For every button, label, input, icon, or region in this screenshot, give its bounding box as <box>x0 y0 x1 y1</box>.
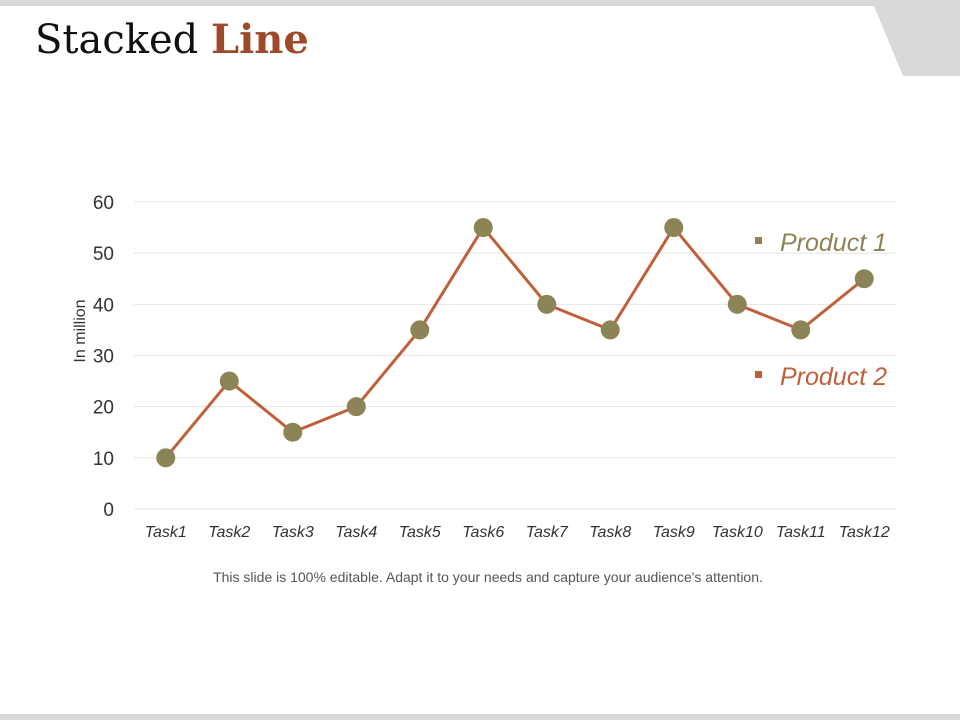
legend-label: Product 2 <box>780 363 887 391</box>
data-point <box>219 371 239 391</box>
x-tick-label: Task11 <box>776 524 826 541</box>
data-point <box>664 218 684 238</box>
data-point <box>156 448 176 468</box>
y-tick-label: 10 <box>93 449 114 470</box>
y-tick-label: 20 <box>93 398 114 419</box>
x-tick-label: Task3 <box>272 524 314 541</box>
slide-caption: This slide is 100% editable. Adapt it to… <box>213 569 763 585</box>
y-tick-label: 40 <box>93 295 114 316</box>
series-line <box>164 226 866 459</box>
y-tick-label: 0 <box>103 500 114 521</box>
data-point <box>600 320 620 340</box>
x-tick-label: Task7 <box>526 524 569 541</box>
x-tick-label: Task6 <box>462 524 504 541</box>
y-tick-label: 30 <box>93 347 114 368</box>
title-accent: Line <box>210 16 309 63</box>
x-tick-label: Task12 <box>839 524 890 541</box>
x-tick-label: Task10 <box>712 524 763 541</box>
data-point <box>537 294 557 314</box>
x-tick-label: Task5 <box>399 524 441 541</box>
y-axis-label: In million <box>72 299 89 362</box>
data-point <box>854 269 874 289</box>
data-point <box>346 397 366 417</box>
slide-title: Stacked Line <box>35 16 309 63</box>
x-tick-label: Task4 <box>335 524 377 541</box>
x-tick-label: Task2 <box>208 524 250 541</box>
top-border-bar <box>0 0 960 6</box>
data-point <box>791 320 811 340</box>
y-tick-label: 60 <box>93 193 114 214</box>
data-point <box>283 422 303 442</box>
x-tick-label: Task1 <box>145 524 187 541</box>
corner-decoration <box>874 6 960 76</box>
bottom-border-bar <box>0 714 960 720</box>
title-main: Stacked <box>35 17 211 63</box>
legend-marker <box>755 371 762 378</box>
legend-label: Product 1 <box>780 229 887 257</box>
data-point <box>473 218 493 238</box>
legend-marker <box>755 237 762 244</box>
x-tick-label: Task9 <box>653 524 695 541</box>
data-point <box>410 320 430 340</box>
y-tick-label: 50 <box>93 244 114 265</box>
x-tick-label: Task8 <box>589 524 631 541</box>
data-point <box>727 294 747 314</box>
